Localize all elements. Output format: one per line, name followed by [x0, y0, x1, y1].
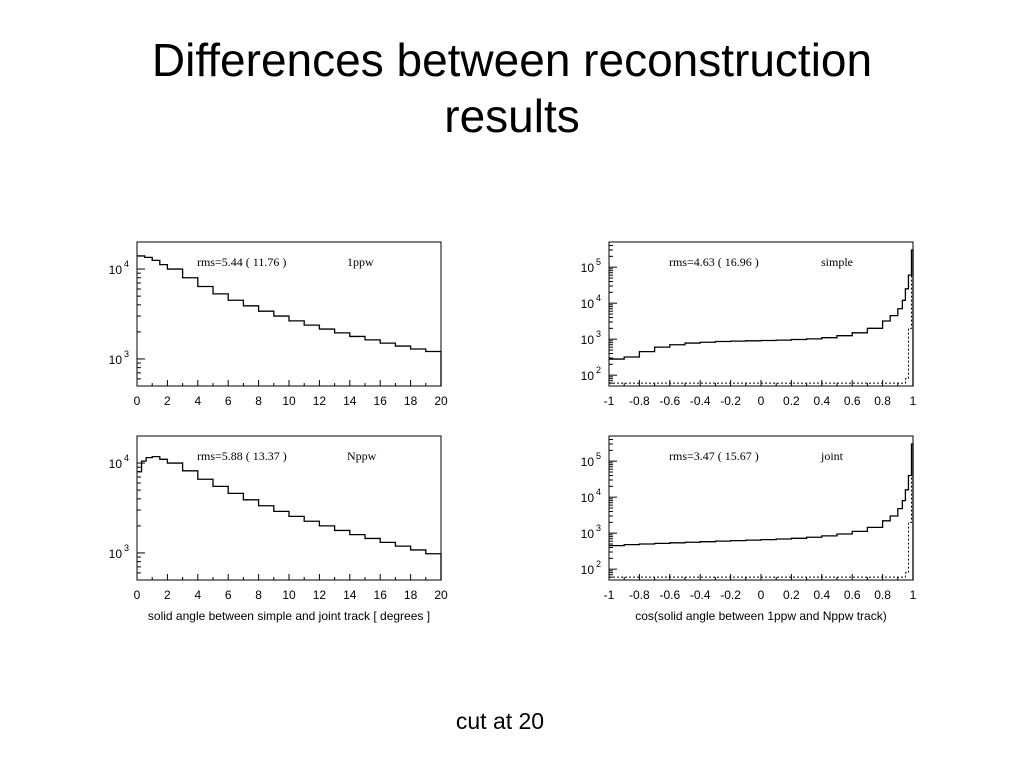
x-tick-label: 10	[282, 588, 296, 602]
x-tick-label: -1	[604, 394, 615, 408]
y-tick-label: 10	[581, 261, 595, 275]
x-tick-label: 10	[282, 394, 296, 408]
x-tick-label: 6	[225, 588, 232, 602]
stats-text: rms=5.88 ( 13.37 )	[197, 449, 287, 463]
x-tick-label: 12	[313, 588, 327, 602]
histogram-series-line	[137, 255, 442, 386]
x-tick-label: -0.4	[690, 394, 711, 408]
x-tick-label: 2	[164, 588, 171, 602]
x-tick-label: 6	[225, 394, 232, 408]
series-label: joint	[820, 449, 844, 463]
x-tick-label: 16	[374, 588, 388, 602]
y-tick-exponent: 2	[596, 559, 601, 569]
series-label: 1ppw	[347, 255, 374, 269]
x-tick-label: 12	[313, 394, 327, 408]
x-tick-label: 18	[404, 588, 418, 602]
y-tick-label: 10	[581, 527, 595, 541]
x-tick-label: 2	[164, 394, 171, 408]
slide-title: Differences between reconstruction resul…	[0, 32, 1024, 144]
x-tick-label: 0.8	[874, 394, 891, 408]
x-tick-label: -0.6	[659, 394, 680, 408]
x-tick-label: 1	[910, 394, 917, 408]
y-tick-exponent: 4	[596, 487, 601, 497]
x-tick-label: 14	[343, 588, 357, 602]
x-tick-label: 4	[194, 588, 201, 602]
x-tick-label: 0	[758, 394, 765, 408]
x-tick-label: 0.6	[844, 394, 861, 408]
x-tick-label: -0.8	[629, 588, 650, 602]
stats-text: rms=3.47 ( 15.67 )	[669, 449, 759, 463]
y-tick-exponent: 3	[124, 543, 129, 553]
y-tick-label: 10	[109, 263, 123, 277]
x-tick-label: 20	[434, 394, 448, 408]
x-tick-label: 8	[255, 394, 262, 408]
x-tick-label: 0.8	[874, 588, 891, 602]
plot-frame	[136, 435, 442, 581]
y-tick-label: 10	[581, 455, 595, 469]
stats-text: rms=4.63 ( 16.96 )	[669, 255, 759, 269]
x-tick-label: 20	[434, 588, 448, 602]
x-tick-label: 4	[194, 394, 201, 408]
series-label: Nppw	[347, 449, 377, 463]
y-tick-label: 10	[109, 457, 123, 471]
x-tick-label: -0.8	[629, 394, 650, 408]
y-tick-label: 10	[109, 353, 123, 367]
x-tick-label: 18	[404, 394, 418, 408]
y-tick-exponent: 2	[596, 365, 601, 375]
y-tick-label: 10	[581, 369, 595, 383]
y-tick-label: 10	[581, 563, 595, 577]
x-tick-label: 0.4	[813, 588, 830, 602]
x-tick-label: 0	[134, 394, 141, 408]
y-tick-exponent: 3	[596, 523, 601, 533]
histogram-series-line	[609, 443, 914, 580]
y-tick-exponent: 4	[124, 453, 129, 463]
x-tick-label: 8	[255, 588, 262, 602]
x-axis-label: solid angle between simple and joint tra…	[148, 609, 430, 623]
footnote: cut at 20	[455, 708, 545, 734]
x-tick-label: 1	[910, 588, 917, 602]
x-tick-label: 0	[134, 588, 141, 602]
plot-frame	[136, 241, 442, 387]
slide-title-line1: Differences between reconstruction	[151, 34, 873, 86]
y-tick-exponent: 5	[596, 257, 601, 267]
series-label: simple	[821, 255, 853, 269]
plot-frame	[608, 435, 914, 581]
x-tick-label: 0.2	[783, 394, 800, 408]
x-axis-label: cos(solid angle between 1ppw and Nppw tr…	[635, 609, 886, 623]
histogram-series-dashed	[609, 249, 914, 386]
x-tick-label: 16	[374, 394, 388, 408]
x-tick-label: -0.2	[720, 588, 741, 602]
x-tick-label: 0	[758, 588, 765, 602]
x-tick-label: -0.2	[720, 394, 741, 408]
slide-title-line2: results	[444, 90, 580, 142]
plot-frame	[608, 241, 914, 387]
y-tick-label: 10	[581, 297, 595, 311]
y-tick-label: 10	[581, 491, 595, 505]
histogram-series-dashed	[609, 443, 914, 580]
y-tick-exponent: 4	[596, 293, 601, 303]
stats-text: rms=5.44 ( 11.76 )	[197, 255, 286, 269]
y-tick-exponent: 3	[124, 349, 129, 359]
x-tick-label: 0.6	[844, 588, 861, 602]
y-tick-exponent: 5	[596, 451, 601, 461]
x-tick-label: 0.4	[813, 394, 830, 408]
y-tick-exponent: 4	[124, 259, 129, 269]
x-tick-label: 14	[343, 394, 357, 408]
x-tick-label: -0.4	[690, 588, 711, 602]
y-tick-label: 10	[581, 333, 595, 347]
x-tick-label: 0.2	[783, 588, 800, 602]
y-tick-exponent: 3	[596, 329, 601, 339]
x-tick-label: -1	[604, 588, 615, 602]
y-tick-label: 10	[109, 547, 123, 561]
histogram-series-line	[137, 455, 442, 580]
histogram-series-line	[609, 249, 914, 386]
x-tick-label: -0.6	[659, 588, 680, 602]
